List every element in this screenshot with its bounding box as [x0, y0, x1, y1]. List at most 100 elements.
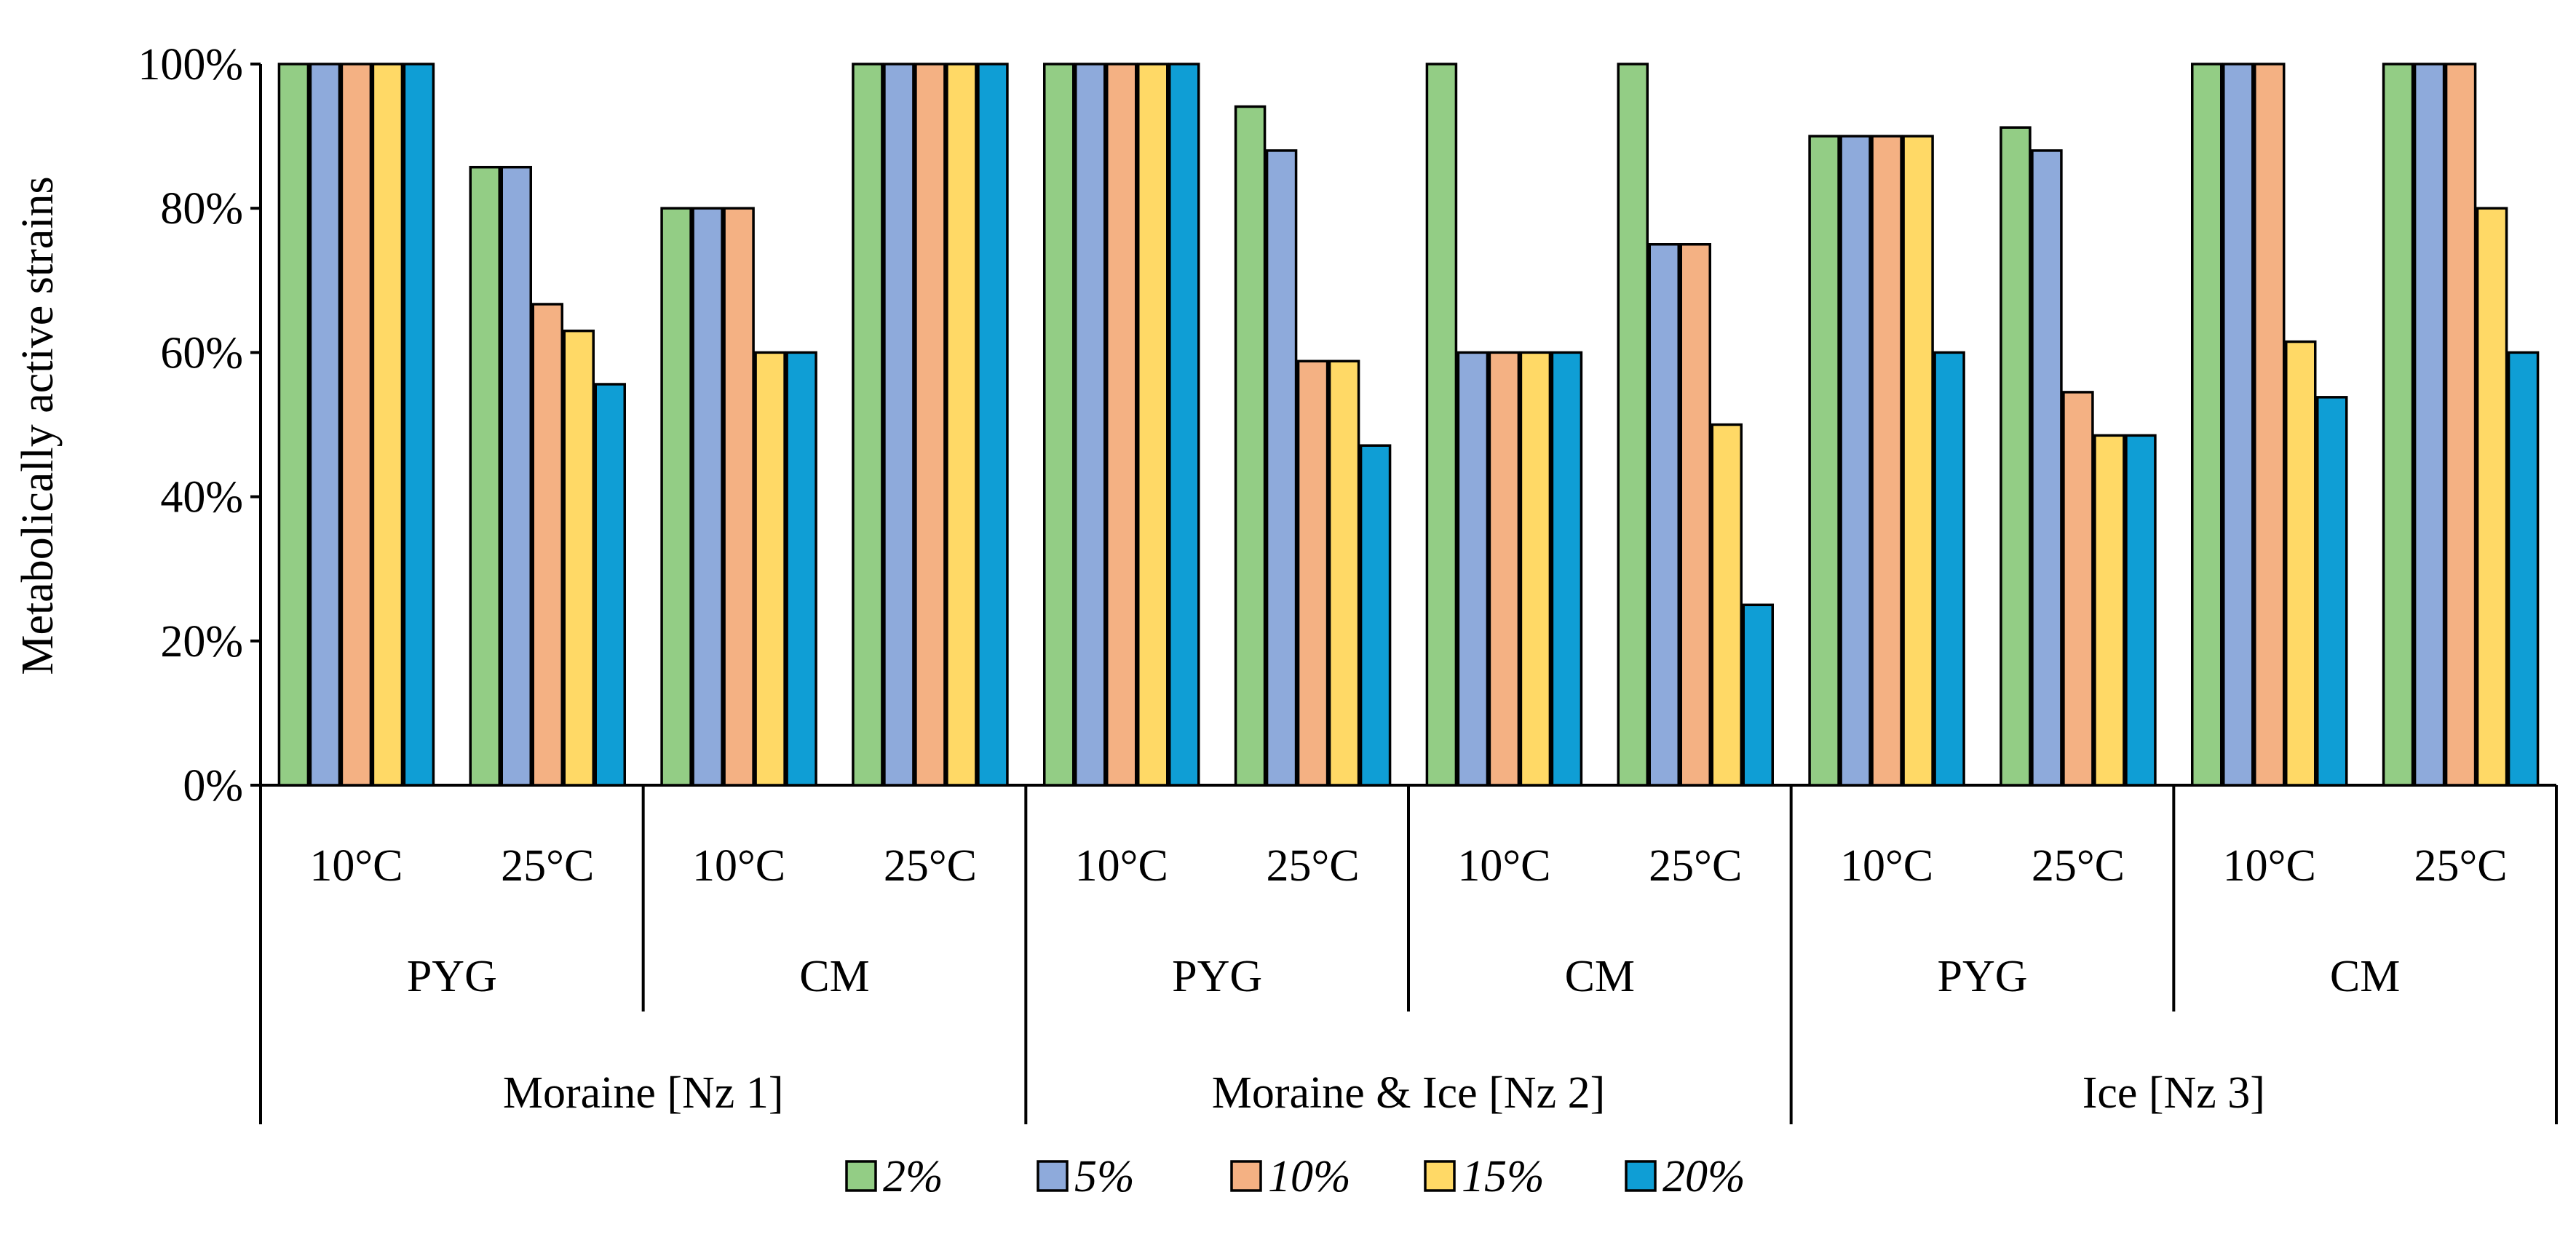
bar-20pct-cat-0 — [403, 63, 435, 787]
bar-5pct-cat-5 — [1265, 149, 1298, 787]
x-group-label: PYG — [1937, 952, 2027, 1001]
bar-15pct-cat-9 — [2093, 434, 2125, 787]
y-axis-label: Metabolically active strains — [13, 176, 63, 675]
x-category-label: 25°C — [501, 841, 594, 891]
bar-5pct-cat-1 — [500, 165, 532, 787]
legend-label-5pct: 5% — [1074, 1152, 1135, 1201]
bar-2pct-cat-3 — [852, 63, 884, 787]
bar-5pct-cat-2 — [691, 207, 724, 787]
bar-10pct-cat-1 — [531, 303, 563, 787]
legend-label-15pct: 15% — [1462, 1152, 1545, 1201]
bar-2pct-cat-11 — [2382, 63, 2414, 787]
bar-2pct-cat-7 — [1617, 63, 1649, 787]
bar-20pct-cat-9 — [2125, 434, 2157, 787]
y-tick-label: 100% — [138, 40, 243, 90]
y-tick-label: 20% — [160, 617, 243, 667]
x-category-label: 25°C — [2032, 841, 2125, 891]
bar-20pct-cat-10 — [2316, 396, 2348, 787]
x-category-label: 10°C — [2223, 841, 2316, 891]
bar-2pct-cat-0 — [277, 63, 310, 787]
bar-5pct-cat-7 — [1648, 243, 1680, 787]
bar-15pct-cat-10 — [2285, 340, 2317, 787]
x-supergroup-label: Ice [Nz 3] — [2082, 1068, 2265, 1118]
x-category-label: 25°C — [1649, 841, 1742, 891]
y-tick-label: 0% — [183, 761, 243, 811]
bar-2pct-cat-5 — [1234, 105, 1267, 787]
legend-label-2pct: 2% — [883, 1152, 943, 1201]
legend: 2% 5% 10% 15% 20% — [845, 1152, 1745, 1201]
y-tick-label: 80% — [160, 184, 243, 234]
x-category-label: 10°C — [1457, 841, 1550, 891]
bar-15pct-cat-6 — [1519, 351, 1552, 787]
legend-swatch-5pct — [1037, 1160, 1069, 1192]
bar-20pct-cat-4 — [1168, 63, 1200, 787]
x-category-label: 10°C — [692, 841, 785, 891]
legend-swatch-15pct — [1424, 1160, 1456, 1192]
bar-10pct-cat-4 — [1106, 63, 1138, 787]
bar-10pct-cat-0 — [340, 63, 373, 787]
bar-5pct-cat-9 — [2031, 149, 2063, 787]
legend-swatch-2pct — [845, 1160, 877, 1192]
bar-2pct-cat-2 — [660, 207, 692, 787]
bar-2pct-cat-4 — [1043, 63, 1075, 787]
x-category-label: 10°C — [1840, 841, 1933, 891]
bar-5pct-cat-8 — [1839, 135, 1871, 787]
bar-10pct-cat-2 — [723, 207, 755, 787]
x-supergroup-label: Moraine [Nz 1] — [503, 1068, 784, 1118]
bar-15pct-cat-4 — [1137, 63, 1169, 787]
bar-15pct-cat-11 — [2476, 207, 2508, 787]
y-axis: 0% 20% 40% 60% 80% 100% — [138, 40, 261, 811]
bar-20pct-cat-2 — [785, 351, 817, 787]
x-category-label: 25°C — [884, 841, 977, 891]
legend-label-10pct: 10% — [1268, 1152, 1351, 1201]
bar-5pct-cat-10 — [2222, 63, 2254, 787]
bar-15pct-cat-7 — [1711, 423, 1743, 787]
x-group-label: CM — [1565, 952, 1635, 1001]
bar-10pct-cat-7 — [1679, 243, 1711, 787]
bar-15pct-cat-3 — [946, 63, 978, 787]
bar-2pct-cat-9 — [2000, 126, 2032, 787]
bar-10pct-cat-6 — [1488, 351, 1521, 787]
legend-swatch-10pct — [1230, 1160, 1262, 1192]
x-axis: 10°C 25°C 10°C 25°C 10°C 25°C 10°C 25°C 10°C 25°C… — [259, 785, 2558, 1124]
x-supergroup-label: Moraine & Ice [Nz 2] — [1212, 1068, 1606, 1118]
bar-5pct-cat-11 — [2413, 63, 2446, 787]
legend-label-20pct: 20% — [1662, 1152, 1745, 1201]
x-group-label: CM — [799, 952, 869, 1001]
legend-swatch-20pct — [1625, 1160, 1657, 1192]
bar-20pct-cat-1 — [594, 383, 626, 787]
bar-20pct-cat-11 — [2507, 351, 2540, 787]
bar-2pct-cat-1 — [469, 165, 501, 787]
bar-10pct-cat-5 — [1296, 359, 1329, 787]
bar-10pct-cat-11 — [2444, 63, 2477, 787]
x-category-label: 10°C — [1075, 841, 1168, 891]
bar-5pct-cat-0 — [309, 63, 341, 787]
bar-15pct-cat-1 — [563, 329, 595, 787]
y-tick-label: 60% — [160, 328, 243, 378]
bar-10pct-cat-9 — [2062, 391, 2094, 787]
bar-10pct-cat-8 — [1871, 135, 1903, 787]
bar-15pct-cat-0 — [371, 63, 404, 787]
bar-2pct-cat-10 — [2191, 63, 2223, 787]
bar-20pct-cat-8 — [1933, 351, 1965, 787]
bar-20pct-cat-7 — [1742, 603, 1774, 787]
bar-10pct-cat-3 — [914, 63, 946, 787]
x-category-label: 25°C — [2414, 841, 2508, 891]
bar-20pct-cat-3 — [977, 63, 1009, 787]
x-group-label: PYG — [1172, 952, 1262, 1001]
x-group-label: PYG — [407, 952, 497, 1001]
bar-20pct-cat-5 — [1359, 444, 1392, 787]
bar-15pct-cat-2 — [754, 351, 786, 787]
bar-10pct-cat-10 — [2254, 63, 2286, 787]
bar-5pct-cat-6 — [1457, 351, 1489, 787]
bar-15pct-cat-8 — [1902, 135, 1934, 787]
bar-15pct-cat-5 — [1328, 359, 1360, 787]
x-group-label: CM — [2330, 952, 2400, 1001]
bar-20pct-cat-6 — [1550, 351, 1583, 787]
x-category-label: 25°C — [1267, 841, 1360, 891]
bars — [277, 63, 2540, 787]
bar-2pct-cat-6 — [1425, 63, 1458, 787]
y-tick-label: 40% — [160, 473, 243, 522]
x-category-label: 10°C — [309, 841, 403, 891]
